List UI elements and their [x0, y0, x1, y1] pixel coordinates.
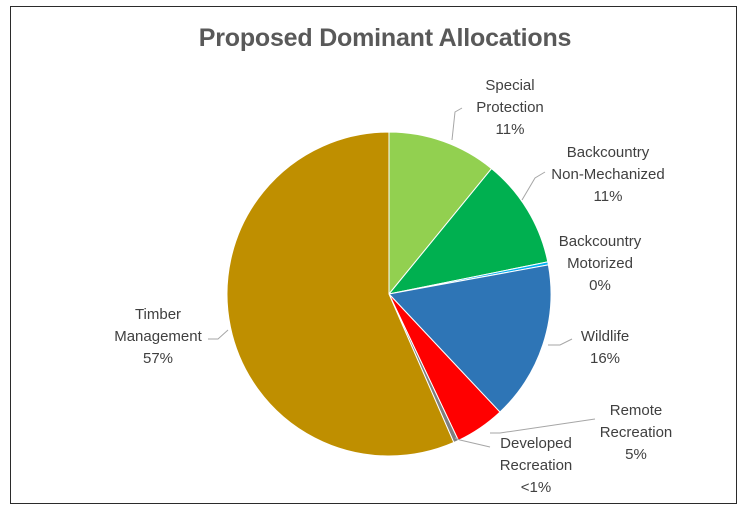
leader-line-developed-recreation	[454, 437, 491, 448]
data-label-special-protection: Special	[485, 77, 534, 94]
data-label-value-wildlife: 16%	[590, 350, 620, 367]
chart-title: Proposed Dominant Allocations	[198, 24, 572, 52]
data-label-backcountry-non-mechanized: Backcountry	[567, 144, 650, 161]
pie-slice-special-protection	[388, 131, 493, 296]
data-label-special-protection: Protection	[476, 99, 544, 116]
data-label-remote-recreation: Recreation	[600, 424, 673, 441]
pie-slice-timber-management	[226, 131, 455, 457]
leader-line-backcountry-non-mechanized	[521, 171, 546, 201]
data-label-value-backcountry-non-mechanized: 11%	[594, 188, 623, 205]
pie-slice-wildlife	[388, 264, 552, 413]
data-label-wildlife: Wildlife	[581, 328, 629, 345]
data-label-value-special-protection: 11%	[496, 121, 525, 138]
data-label-backcountry-motorized: Backcountry	[559, 233, 642, 250]
data-label-developed-recreation: Recreation	[500, 457, 573, 474]
data-label-timber-management: Management	[114, 328, 202, 345]
data-label-value-developed-recreation: <1%	[521, 479, 551, 496]
leader-line-wildlife	[548, 338, 573, 346]
data-label-value-remote-recreation: 5%	[625, 446, 647, 463]
leader-line-special-protection	[451, 107, 463, 141]
data-label-backcountry-non-mechanized: Non-Mechanized	[551, 166, 664, 183]
data-label-timber-management: Timber	[135, 306, 181, 323]
data-label-value-timber-management: 57%	[143, 350, 173, 367]
leader-line-remote-recreation	[490, 418, 596, 434]
data-label-backcountry-motorized: Motorized	[567, 255, 633, 272]
leader-line-timber-management	[208, 329, 229, 340]
data-label-remote-recreation: Remote	[610, 402, 663, 419]
pie-slice-backcountry-non-mechanized	[387, 167, 549, 295]
data-label-developed-recreation: Developed	[500, 435, 572, 452]
data-label-value-backcountry-motorized: 0%	[589, 277, 611, 294]
